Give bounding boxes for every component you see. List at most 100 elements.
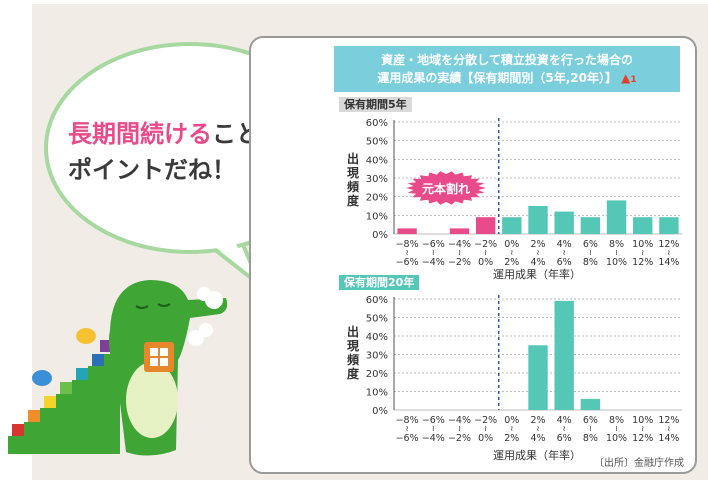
x-tick-tilde: ≀ [432,248,435,257]
x-tick-tilde: ≀ [615,424,618,433]
x-tick-label-bottom: 14% [658,257,679,268]
x-tick-label-top: 8% [609,239,624,250]
x-tick-label-top: −2% [474,415,497,426]
x-axis-label-20yr: 運用成果（年率） [493,449,581,462]
x-tick-label-top: 10% [632,239,653,250]
x-tick-label-bottom: 2% [504,433,519,444]
x-tick-label-top: 6% [583,239,598,250]
x-tick-label-top: −4% [448,239,471,250]
x-tick-label-top: 6% [583,415,598,426]
x-tick-tilde: ≀ [667,248,670,257]
bar [502,217,522,234]
y-tick-label: 50% [366,137,388,148]
y-axis-label-20yr: 出現頻度 [346,325,359,381]
x-tick-tilde: ≀ [563,248,566,257]
x-tick-tilde: ≀ [484,424,487,433]
y-tick-label: 30% [366,351,388,362]
bar [580,217,601,234]
x-tick-label-bottom: 2% [504,257,519,268]
x-tick-label-bottom: −6% [396,257,419,268]
chart-panel [249,36,697,474]
y-tick-label: 40% [366,155,388,166]
x-tick-tilde: ≀ [458,248,461,257]
y-tick-label: 20% [366,369,388,380]
x-tick-label-bottom: 6% [557,433,572,444]
annotation-burst [406,171,486,205]
x-tick-label-bottom: −2% [448,433,471,444]
x-tick-tilde: ≀ [641,424,644,433]
chart-title-box: 資産・地域を分散して積立投資を行った場合の 運用成果の実績【保有期間別（5年,2… [334,46,680,92]
x-tick-tilde: ≀ [537,248,540,257]
bar [580,398,601,410]
chart-title-line1: 資産・地域を分散して積立投資を行った場合の [381,53,633,67]
crocodile-mascot-illustration [8,280,228,456]
bar [554,300,574,410]
x-tick-label-top: 12% [658,415,679,426]
x-tick-label-bottom: 12% [632,257,653,268]
chart-title-line2: 運用成果の実績【保有期間別（5年,20年）】 [377,71,617,85]
x-tick-tilde: ≀ [667,424,670,433]
x-tick-label-top: 4% [557,415,572,426]
x-tick-label-top: 8% [609,415,624,426]
x-tick-label-top: −2% [474,239,497,250]
x-tick-tilde: ≀ [510,424,513,433]
x-tick-label-bottom: −6% [396,433,419,444]
x-tick-label-top: 2% [530,415,545,426]
x-tick-label-bottom: 8% [583,257,598,268]
x-tick-label-top: 2% [530,239,545,250]
y-tick-label: 0% [372,230,388,241]
warning-icon: ▲ [621,71,631,85]
source-note: 〔出所〕金融庁作成 [594,458,684,469]
x-tick-tilde: ≀ [406,424,409,433]
x-tick-label-bottom: 8% [583,433,598,444]
bar [475,217,496,234]
bar [606,200,627,234]
x-tick-tilde: ≀ [589,248,592,257]
x-tick-label-top: −8% [396,239,419,250]
y-tick-label: 40% [366,332,388,343]
warning-number: 1 [630,75,637,85]
x-tick-label-bottom: 0% [478,257,493,268]
y-tick-label: 60% [366,295,388,306]
x-tick-label-bottom: 10% [606,433,627,444]
bar [449,228,470,234]
x-tick-label-bottom: 4% [530,433,545,444]
section-label-20yr: 保有期間20年 [339,275,420,290]
x-tick-tilde: ≀ [641,248,644,257]
x-tick-tilde: ≀ [406,248,409,257]
x-tick-label-top: 0% [504,239,519,250]
x-tick-label-bottom: −4% [422,433,445,444]
section-label-5yr: 保有期間5年 [339,97,412,112]
bar [397,228,417,234]
y-tick-label: 50% [366,314,388,325]
x-tick-label-bottom: 10% [606,257,627,268]
x-tick-tilde: ≀ [510,248,513,257]
y-tick-label: 10% [366,211,388,222]
bar [528,345,548,410]
x-tick-label-top: −6% [422,239,445,250]
y-tick-label: 60% [366,118,388,129]
x-tick-label-top: −4% [448,415,471,426]
x-tick-label-top: 10% [632,415,653,426]
x-tick-tilde: ≀ [615,248,618,257]
x-tick-label-top: 0% [504,415,519,426]
speech-text: 長期間続けることが ポイントだね！ [68,120,284,184]
bar [528,206,548,234]
bar [659,217,679,234]
x-tick-tilde: ≀ [484,248,487,257]
x-tick-label-bottom: 12% [632,433,653,444]
x-tick-label-bottom: 0% [478,433,493,444]
y-tick-label: 30% [366,174,388,185]
x-tick-label-bottom: −2% [448,257,471,268]
x-tick-tilde: ≀ [589,424,592,433]
x-tick-label-top: −6% [422,415,445,426]
y-tick-label: 10% [366,388,388,399]
x-tick-label-bottom: 14% [658,433,679,444]
x-tick-tilde: ≀ [537,424,540,433]
x-tick-label-bottom: 4% [530,257,545,268]
x-tick-label-bottom: −4% [422,257,445,268]
y-tick-label: 0% [372,406,388,417]
y-tick-label: 20% [366,193,388,204]
